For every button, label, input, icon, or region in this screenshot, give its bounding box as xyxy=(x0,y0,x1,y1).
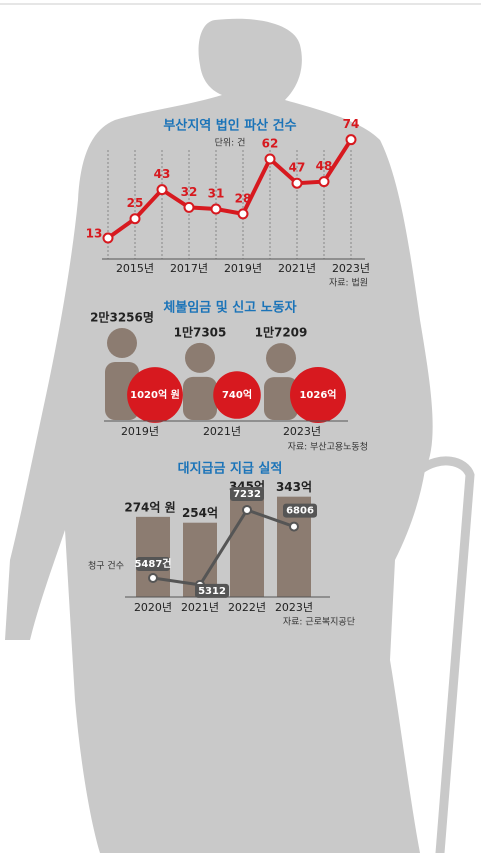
x-tick-label: 2019년 xyxy=(224,262,262,275)
series-name: 청구 건수 xyxy=(88,561,124,572)
chart-title: 체불임금 및 신고 노동자 xyxy=(163,301,296,316)
x-tick-label: 2023년 xyxy=(283,425,321,438)
point xyxy=(242,504,252,515)
cane xyxy=(415,456,475,853)
line-series xyxy=(106,138,353,240)
point xyxy=(102,232,114,244)
x-tick-label: 2021년 xyxy=(278,262,316,275)
x-tick-label: 2019년 xyxy=(121,425,159,438)
bar xyxy=(136,516,170,597)
point xyxy=(210,203,222,215)
line-label: 6806 xyxy=(286,506,314,517)
amount-label: 740억 xyxy=(222,389,252,401)
person-body xyxy=(264,377,298,420)
line-series xyxy=(152,508,295,587)
silhouette xyxy=(5,18,433,853)
data-label: 31 xyxy=(208,187,225,201)
amount-label: 1026억 xyxy=(299,389,336,401)
label-box xyxy=(136,557,170,572)
label-box xyxy=(230,486,264,501)
x-tick-label: 2020년 xyxy=(134,601,172,614)
source: 자료: 법원 xyxy=(329,278,368,289)
bar-label: 343억 xyxy=(276,480,312,494)
worker-label: 1만7305 xyxy=(174,324,227,339)
person-head xyxy=(185,342,215,373)
data-label: 43 xyxy=(154,167,171,181)
amount-bubble xyxy=(127,367,183,423)
amount-bubble xyxy=(213,371,261,419)
point xyxy=(148,573,158,584)
worker-label: 2만3256명 xyxy=(90,310,154,325)
person-head xyxy=(107,328,137,358)
point xyxy=(264,153,276,165)
data-label: 48 xyxy=(316,159,333,173)
x-tick-label: 2022년 xyxy=(228,601,266,614)
person-body xyxy=(183,376,217,420)
data-label: 25 xyxy=(127,196,144,210)
x-tick-label: 2023년 xyxy=(275,601,313,614)
x-tick-label: 2017년 xyxy=(170,262,208,275)
data-label: 32 xyxy=(181,185,198,199)
data-label: 74 xyxy=(343,117,360,131)
data-label: 28 xyxy=(235,191,252,205)
line-label: 7232 xyxy=(233,489,261,500)
chart-title: 부산지역 법인 파산 건수 xyxy=(163,118,296,134)
x-tick-label: 2021년 xyxy=(203,425,241,438)
line-label: 5487건 xyxy=(134,557,171,570)
bar-label: 274억 원 xyxy=(124,500,175,514)
point xyxy=(289,521,299,532)
point xyxy=(129,213,141,225)
x-tick-label: 2015년 xyxy=(116,262,154,275)
amount-label: 1020억 원 xyxy=(130,388,180,401)
x-tick-label: 2023년 xyxy=(332,262,370,275)
worker-label: 1만7209 xyxy=(255,325,308,340)
label-box xyxy=(195,583,229,598)
data-label: 13 xyxy=(86,227,103,241)
x-tick-label: 2021년 xyxy=(181,601,219,614)
person-head xyxy=(266,343,296,374)
bar-label: 254억 xyxy=(182,506,218,520)
point xyxy=(183,201,195,213)
point xyxy=(291,177,303,189)
point xyxy=(318,176,330,188)
point xyxy=(237,208,249,220)
source: 자료: 부산고용노동청 xyxy=(288,442,368,453)
line-label: 5312 xyxy=(198,586,226,597)
data-label: 62 xyxy=(262,137,279,151)
chart-title: 대지급금 지급 실적 xyxy=(178,461,283,477)
chart-subtitle: 단위: 건 xyxy=(215,138,246,149)
amount-bubble xyxy=(290,367,346,423)
source: 자료: 근로복지공단 xyxy=(283,617,355,628)
data-label: 47 xyxy=(289,161,306,175)
point xyxy=(345,134,357,146)
point xyxy=(156,184,168,196)
label-box xyxy=(283,503,317,518)
